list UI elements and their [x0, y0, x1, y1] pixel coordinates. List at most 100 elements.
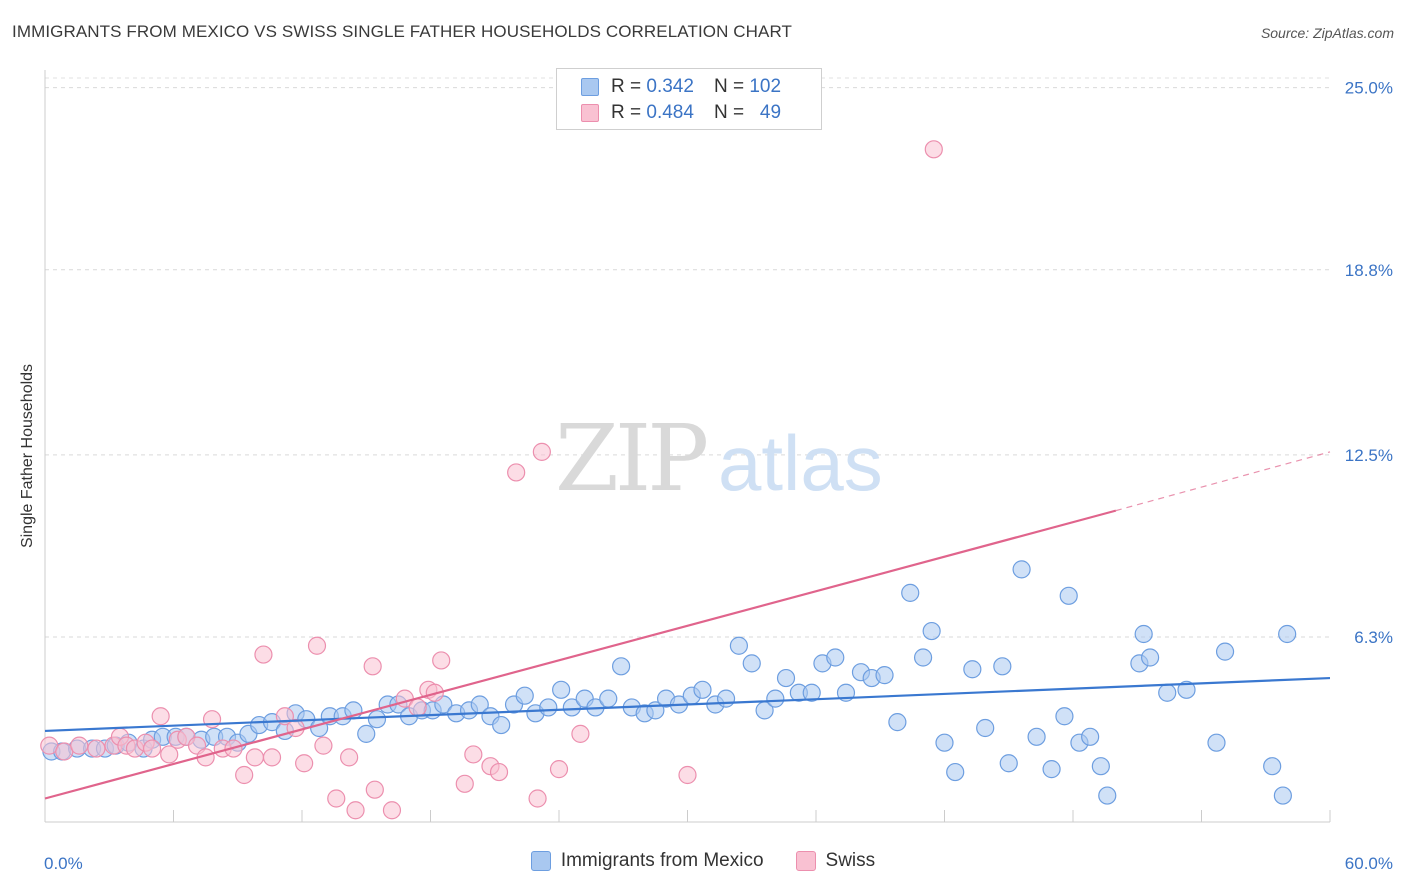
watermark-zip: ZIP	[555, 405, 706, 512]
data-point	[1263, 757, 1282, 776]
legend-r-label: R =	[611, 76, 642, 97]
data-point	[295, 754, 314, 773]
data-point	[70, 736, 89, 755]
y-tick-label: 25.0%	[1345, 79, 1393, 98]
data-point	[571, 724, 590, 743]
data-point	[327, 789, 346, 808]
data-point	[826, 648, 845, 667]
data-point	[1042, 760, 1061, 779]
data-point	[235, 765, 254, 785]
data-point	[875, 666, 894, 685]
data-point	[142, 739, 162, 758]
data-point	[489, 762, 509, 782]
legend-swatch-mexico	[581, 78, 599, 96]
watermark: ZIP atlas	[555, 405, 883, 512]
data-point	[160, 745, 179, 764]
data-point	[1177, 680, 1196, 699]
data-point	[924, 140, 943, 159]
data-point	[901, 583, 920, 602]
data-point	[367, 710, 387, 729]
data-point	[492, 715, 511, 735]
data-point	[151, 707, 170, 726]
data-point	[307, 636, 327, 655]
legend-n-label: N =	[713, 76, 745, 97]
data-point	[87, 739, 106, 758]
legend-n-label: N =	[713, 102, 745, 123]
legend-row-swiss: R = 0.484 N = 49	[581, 100, 781, 126]
data-point	[314, 736, 333, 755]
data-point	[408, 698, 427, 717]
data-point	[1081, 727, 1100, 746]
data-point	[455, 774, 474, 793]
data-point	[357, 724, 376, 743]
data-point	[245, 748, 264, 767]
legend-r-value: 0.342	[646, 76, 694, 97]
data-point	[1055, 707, 1074, 726]
grid-lines	[45, 77, 1330, 638]
data-point	[432, 651, 451, 670]
data-point	[254, 645, 273, 664]
data-point	[946, 762, 965, 782]
legend-r-value: 0.484	[646, 102, 694, 123]
data-point	[549, 760, 569, 779]
legend-swatch-swiss	[581, 104, 599, 122]
series-immigrants-from-mexico	[42, 560, 1297, 805]
data-point	[599, 689, 618, 708]
legend-label-swiss: Swiss	[825, 850, 876, 871]
data-point	[1140, 648, 1160, 667]
axes	[44, 70, 1331, 823]
legend-swatch-swiss	[795, 851, 816, 871]
data-point	[464, 745, 483, 764]
data-point	[1134, 624, 1153, 644]
y-tick-label: 6.3%	[1354, 628, 1393, 647]
data-point	[539, 698, 558, 717]
data-point	[515, 686, 534, 705]
data-point	[365, 780, 384, 799]
legend-item-swiss[interactable]: Swiss	[795, 850, 876, 872]
data-point	[346, 801, 365, 820]
trend-lines	[44, 451, 1331, 800]
data-point	[729, 636, 749, 655]
chart-title: IMMIGRANTS FROM MEXICO VS SWISS SINGLE F…	[12, 22, 793, 41]
data-point	[693, 680, 712, 699]
data-point	[963, 660, 982, 679]
data-point	[1012, 560, 1031, 579]
y-tick-label: 12.5%	[1345, 446, 1393, 465]
data-point	[262, 748, 282, 767]
data-point	[552, 680, 571, 699]
watermark-atlas: atlas	[718, 419, 883, 507]
legend-swatch-mexico	[530, 851, 551, 871]
data-point	[1059, 586, 1078, 605]
data-point	[340, 748, 359, 767]
legend-label-mexico: Immigrants from Mexico	[560, 850, 764, 871]
data-point	[742, 654, 761, 673]
data-point	[716, 689, 736, 708]
data-point	[922, 621, 941, 641]
data-point	[1278, 624, 1297, 644]
series-swiss	[40, 140, 943, 820]
legend-n-value: 49	[759, 102, 782, 123]
legend-item-mexico[interactable]: Immigrants from Mexico	[530, 850, 764, 872]
data-point	[1158, 683, 1177, 702]
legend-n-value: 102	[749, 76, 782, 97]
legend-row-mexico: R = 0.342 N = 102	[581, 74, 781, 100]
trend-line-mexico	[44, 676, 1331, 733]
data-point	[913, 648, 933, 667]
x-tick-label: 60.0%	[1345, 854, 1393, 873]
data-point	[935, 733, 954, 752]
data-point	[532, 442, 551, 461]
tick-labels: 6.3% 12.5% 18.8% 25.0% 0.0% 60.0%	[44, 79, 1393, 873]
data-point	[562, 698, 581, 717]
source-label: Source: ZipAtlas.com	[1260, 25, 1394, 41]
data-point	[1273, 786, 1292, 805]
trend-line-swiss-extension	[1115, 451, 1331, 512]
data-point	[382, 801, 402, 820]
data-point	[1091, 757, 1110, 776]
data-point	[1215, 642, 1235, 661]
data-point	[1207, 733, 1226, 752]
y-tick-label: 18.8%	[1345, 261, 1393, 280]
data-point	[802, 683, 821, 702]
correlation-legend: R = 0.342 N = 102 R = 0.484 N = 49	[556, 68, 822, 130]
data-point	[999, 754, 1018, 773]
